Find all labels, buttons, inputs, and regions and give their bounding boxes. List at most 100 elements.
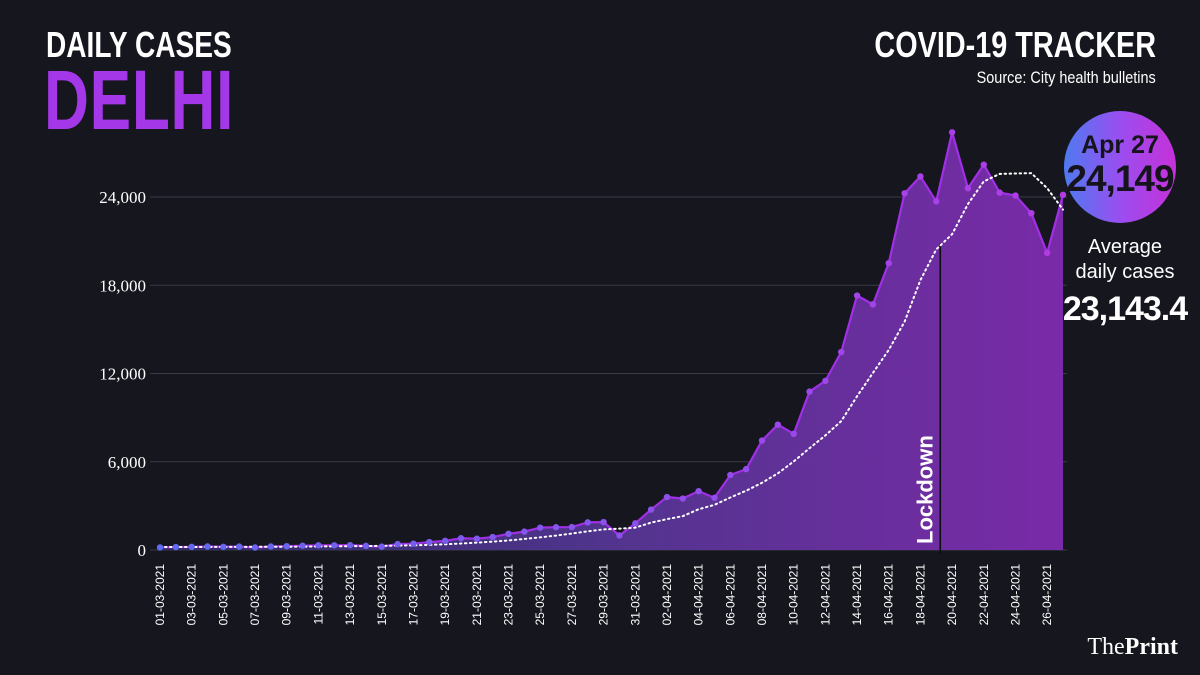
- data-point: [774, 421, 782, 428]
- x-tick-label: 04-04-2021: [692, 564, 706, 626]
- data-point: [267, 543, 275, 550]
- series-area: [160, 132, 1063, 551]
- data-point: [378, 543, 385, 550]
- data-point: [885, 259, 892, 267]
- data-point: [426, 538, 433, 546]
- average-label-line2: daily cases: [1075, 261, 1175, 283]
- x-tick-label: 21-03-2021: [470, 564, 484, 626]
- x-tick-label: 29-03-2021: [597, 564, 611, 626]
- data-point: [790, 430, 797, 438]
- data-point: [204, 543, 211, 550]
- badge-date: Apr 27: [1081, 131, 1159, 159]
- data-point: [473, 535, 481, 542]
- theprint-logo: ThePrint: [1087, 634, 1178, 661]
- data-point: [996, 189, 1003, 196]
- data-point: [853, 292, 861, 299]
- moving-average-line: [159, 172, 1064, 549]
- data-point: [711, 494, 718, 501]
- x-tick-label: 03-03-2021: [185, 564, 199, 626]
- x-tick-label: 23-03-2021: [502, 564, 516, 626]
- badge-value: 24,149: [1066, 158, 1174, 199]
- average-label-line1: Average: [1087, 236, 1163, 258]
- average-label: Average daily cases: [1070, 235, 1180, 285]
- x-axis-ticks: 01-03-2021 03-03-2021 05-03-2021 07-03-2021…: [153, 564, 1054, 626]
- data-point: [806, 388, 813, 395]
- x-tick-label: 01-03-2021: [153, 564, 167, 626]
- data-point: [552, 524, 560, 531]
- x-tick-label: 10-04-2021: [787, 564, 801, 626]
- x-tick-label: 16-04-2021: [882, 564, 896, 626]
- x-tick-label: 08-04-2021: [755, 564, 769, 626]
- data-point: [188, 543, 195, 551]
- x-tick-label: 07-03-2021: [248, 564, 262, 626]
- logo-the: The: [1087, 634, 1125, 660]
- data-point: [695, 487, 702, 495]
- data-point: [948, 129, 956, 136]
- x-tick-label: 19-03-2021: [438, 564, 452, 626]
- data-point: [394, 540, 401, 548]
- x-tick-label: 26-04-2021: [1040, 564, 1054, 626]
- x-tick-label: 05-03-2021: [216, 564, 230, 626]
- chart-title-city: DELHI: [44, 53, 235, 147]
- series-lines: [159, 131, 1065, 549]
- data-point: [917, 173, 924, 180]
- tracker-heading: COVID-19 TRACKER: [874, 24, 1156, 65]
- y-tick-label: 18,000: [99, 276, 146, 295]
- data-point: [869, 301, 877, 308]
- x-tick-label: 09-03-2021: [280, 564, 294, 626]
- x-tick-label: 22-04-2021: [977, 564, 991, 626]
- data-point: [758, 437, 766, 444]
- annotation-label: Lockdown: [912, 435, 937, 544]
- data-point: [315, 542, 322, 549]
- data-points: [156, 129, 1067, 551]
- data-point: [616, 532, 623, 539]
- x-tick-label: 25-03-2021: [533, 564, 547, 626]
- x-tick-label: 06-04-2021: [723, 564, 737, 626]
- data-point: [980, 161, 987, 168]
- data-point: [838, 348, 845, 356]
- data-point: [362, 542, 370, 550]
- data-point: [1028, 209, 1035, 217]
- x-tick-label: 14-04-2021: [850, 564, 864, 626]
- data-point: [489, 533, 496, 541]
- annotation-layer: Lockdown: [912, 243, 942, 554]
- logo-print: Print: [1124, 634, 1178, 660]
- data-point: [220, 543, 227, 550]
- area-fill: [160, 132, 1063, 551]
- data-point: [537, 524, 544, 531]
- data-point: [727, 471, 734, 479]
- y-tick-label: 6,000: [108, 453, 146, 472]
- x-tick-label: 24-04-2021: [1008, 564, 1022, 626]
- data-point: [299, 542, 306, 549]
- data-point: [822, 377, 829, 385]
- x-tick-label: 13-03-2021: [343, 564, 357, 626]
- y-tick-label: 12,000: [99, 365, 146, 384]
- chart-title-line1: DAILY CASES: [46, 24, 232, 65]
- data-point: [1043, 249, 1051, 257]
- data-point: [901, 190, 908, 197]
- average-value: 23,143.4: [1062, 290, 1188, 328]
- data-point: [156, 544, 164, 551]
- data-point: [457, 535, 465, 542]
- source-note: Source: City health bulletins: [976, 68, 1156, 87]
- data-point: [251, 544, 259, 551]
- x-tick-label: 27-03-2021: [565, 564, 579, 626]
- data-point: [505, 530, 512, 538]
- x-tick-label: 11-03-2021: [311, 564, 325, 625]
- data-point: [964, 184, 972, 192]
- data-point: [521, 528, 528, 535]
- data-point: [331, 542, 338, 549]
- x-tick-label: 02-04-2021: [660, 564, 674, 626]
- data-point: [441, 537, 449, 545]
- x-tick-label: 20-04-2021: [945, 564, 959, 626]
- data-point: [647, 506, 655, 513]
- y-tick-label: 24,000: [99, 188, 146, 207]
- x-tick-label: 18-04-2021: [913, 564, 927, 626]
- data-point: [663, 493, 671, 501]
- x-tick-label: 15-03-2021: [375, 564, 389, 626]
- data-point: [410, 540, 417, 547]
- data-point: [236, 543, 243, 550]
- x-tick-label: 17-03-2021: [406, 564, 420, 626]
